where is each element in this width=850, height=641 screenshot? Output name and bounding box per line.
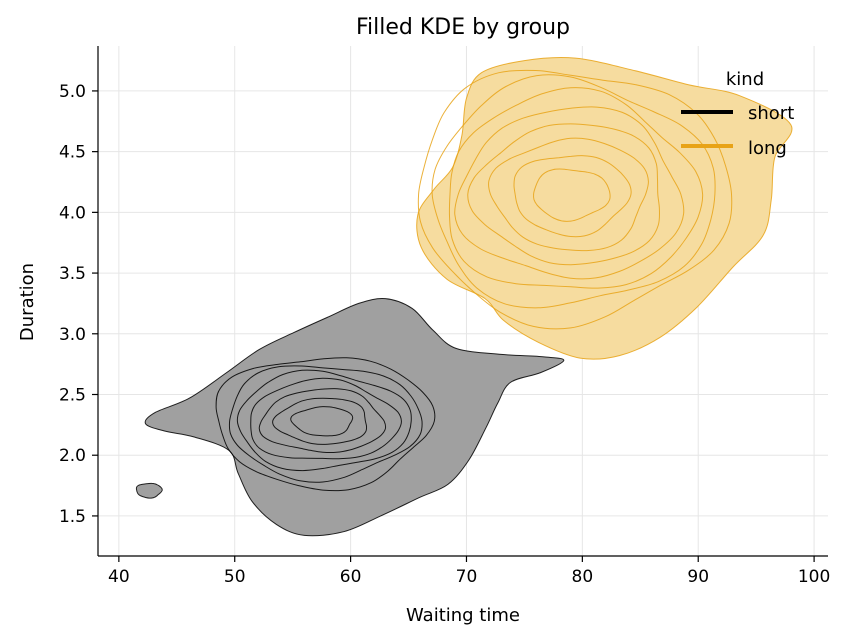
chart-title: Filled KDE by group — [356, 15, 570, 40]
x-tick-label: 60 — [340, 567, 362, 587]
y-tick-label: 5.0 — [59, 82, 86, 102]
axes-spines — [97, 46, 828, 557]
kde-outer-contour-long — [416, 56, 793, 360]
x-tick-label: 90 — [687, 567, 709, 587]
x-ticks: 40 50 60 70 80 90 100 — [108, 556, 830, 587]
kde-contour-long — [513, 155, 632, 238]
x-tick-label: 40 — [108, 567, 130, 587]
y-tick-label: 2.0 — [59, 446, 86, 466]
legend-label-short: short — [748, 103, 794, 124]
y-axis-title: Duration — [17, 263, 38, 341]
kde-contour-short — [250, 377, 402, 460]
kde-layer — [135, 56, 793, 537]
y-tick-label: 3.5 — [59, 264, 86, 284]
kde-contour-long — [417, 69, 733, 330]
y-tick-label: 3.0 — [59, 325, 86, 345]
kde-island-short — [135, 482, 163, 499]
kde-contour-long — [533, 168, 611, 222]
kde-contour-short — [272, 397, 368, 445]
y-tick-label: 2.5 — [59, 386, 86, 406]
kde-series-long — [416, 56, 793, 360]
kde-contour-short — [290, 406, 354, 437]
y-tick-label: 4.0 — [59, 203, 86, 223]
legend-title: kind — [726, 69, 764, 90]
kde-contour-long — [488, 137, 649, 252]
x-tick-label: 80 — [572, 567, 594, 587]
kde-contour-short — [236, 369, 412, 472]
legend: kind short long — [681, 69, 794, 159]
y-tick-label: 1.5 — [59, 507, 86, 527]
x-axis-title: Waiting time — [406, 605, 520, 626]
y-tick-label: 4.5 — [59, 143, 86, 163]
x-tick-label: 70 — [456, 567, 478, 587]
kde-outer-contour-short — [144, 297, 565, 537]
kde-contour-short — [228, 365, 423, 483]
x-tick-label: 100 — [798, 567, 830, 587]
y-ticks: 1.5 2.0 2.5 3.0 3.5 4.0 4.5 5.0 — [59, 82, 98, 527]
kde-contour-short — [215, 357, 436, 492]
kde-contour-long — [448, 87, 704, 289]
legend-label-long: long — [748, 138, 787, 159]
kde-series-short — [135, 297, 565, 537]
kde-contour-long — [454, 106, 685, 280]
kde-contour-long — [467, 123, 661, 266]
x-tick-label: 50 — [224, 567, 246, 587]
kde-contour-long — [431, 74, 716, 309]
kde-contour-short — [258, 388, 387, 454]
